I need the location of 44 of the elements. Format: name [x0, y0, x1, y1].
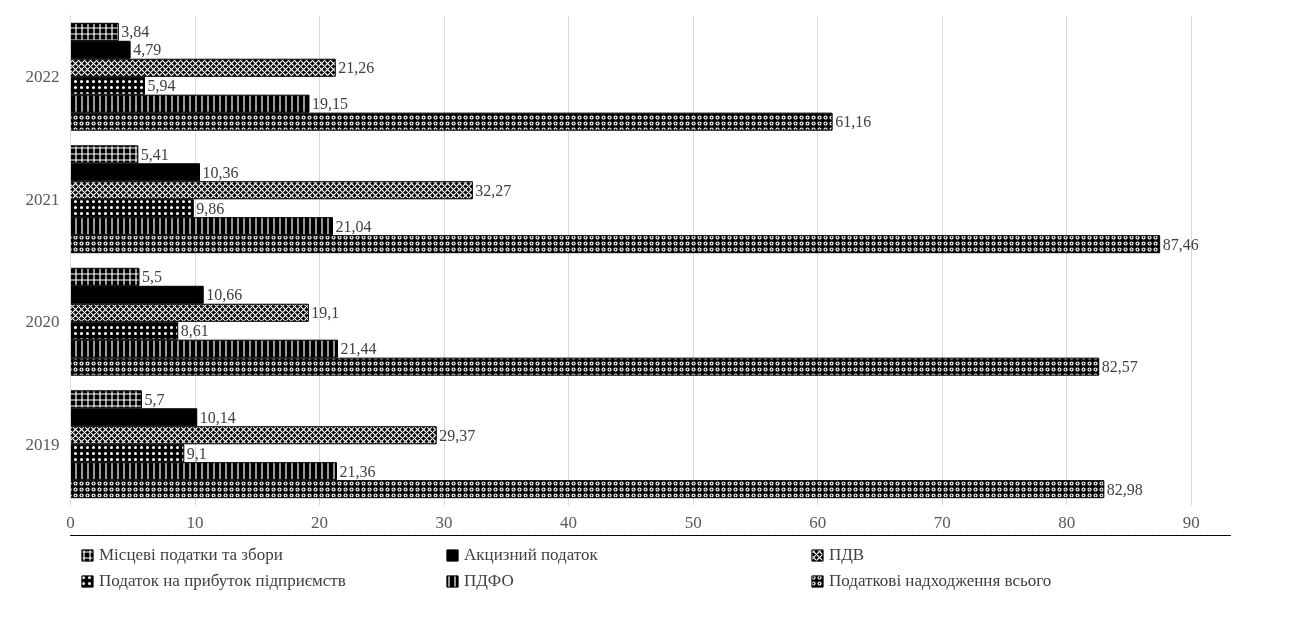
data-label: 29,37 [439, 426, 476, 444]
data-label: 4,79 [133, 41, 162, 59]
data-label: 9,86 [196, 199, 225, 217]
x-tick-label: 0 [66, 512, 75, 532]
data-label: 9,1 [186, 444, 207, 462]
legend-label: ПДФО [464, 571, 515, 591]
data-label: 82,98 [1106, 480, 1143, 498]
data-label: 32,27 [475, 181, 512, 199]
data-label: 5,5 [141, 268, 162, 286]
data-label: 5,7 [144, 390, 165, 408]
data-label: 21,04 [335, 217, 372, 235]
data-label: 3,84 [121, 23, 150, 41]
x-tick-label: 40 [560, 512, 578, 532]
data-label: 10,36 [202, 163, 239, 181]
legend-label: Податок на прибуток підприємств [99, 571, 347, 591]
data-label: 21,44 [340, 340, 377, 358]
data-label: 19,15 [311, 95, 348, 113]
data-label: 19,1 [311, 304, 340, 322]
y-tick-label: 2022 [25, 67, 60, 87]
legend-label: Податкові надходження всього [829, 571, 1053, 591]
data-label: 10,14 [199, 408, 236, 426]
x-tick-label: 30 [435, 512, 453, 532]
data-label: 5,94 [147, 77, 176, 95]
x-tick-label: 60 [809, 512, 827, 532]
data-label: 8,61 [180, 322, 209, 340]
y-tick-label: 2019 [25, 434, 60, 454]
x-tick-label: 50 [684, 512, 702, 532]
x-tick-label: 90 [1182, 512, 1200, 532]
data-label: 82,57 [1101, 358, 1138, 376]
data-label: 21,36 [339, 462, 376, 480]
x-tick-label: 20 [311, 512, 329, 532]
legend-label: ПДВ [829, 545, 866, 565]
data-label: 87,46 [1162, 235, 1199, 253]
y-tick-label: 2020 [25, 312, 60, 332]
data-label: 21,26 [338, 59, 375, 77]
x-tick-label: 70 [933, 512, 951, 532]
data-label: 10,66 [206, 286, 243, 304]
legend-label: Місцеві податки та збори [99, 545, 284, 565]
data-label: 61,16 [835, 113, 872, 131]
legend-label: Акцизний податок [464, 545, 599, 565]
data-label: 5,41 [140, 145, 169, 163]
y-tick-label: 2021 [25, 189, 60, 209]
x-tick-label: 80 [1058, 512, 1076, 532]
x-tick-label: 10 [186, 512, 204, 532]
